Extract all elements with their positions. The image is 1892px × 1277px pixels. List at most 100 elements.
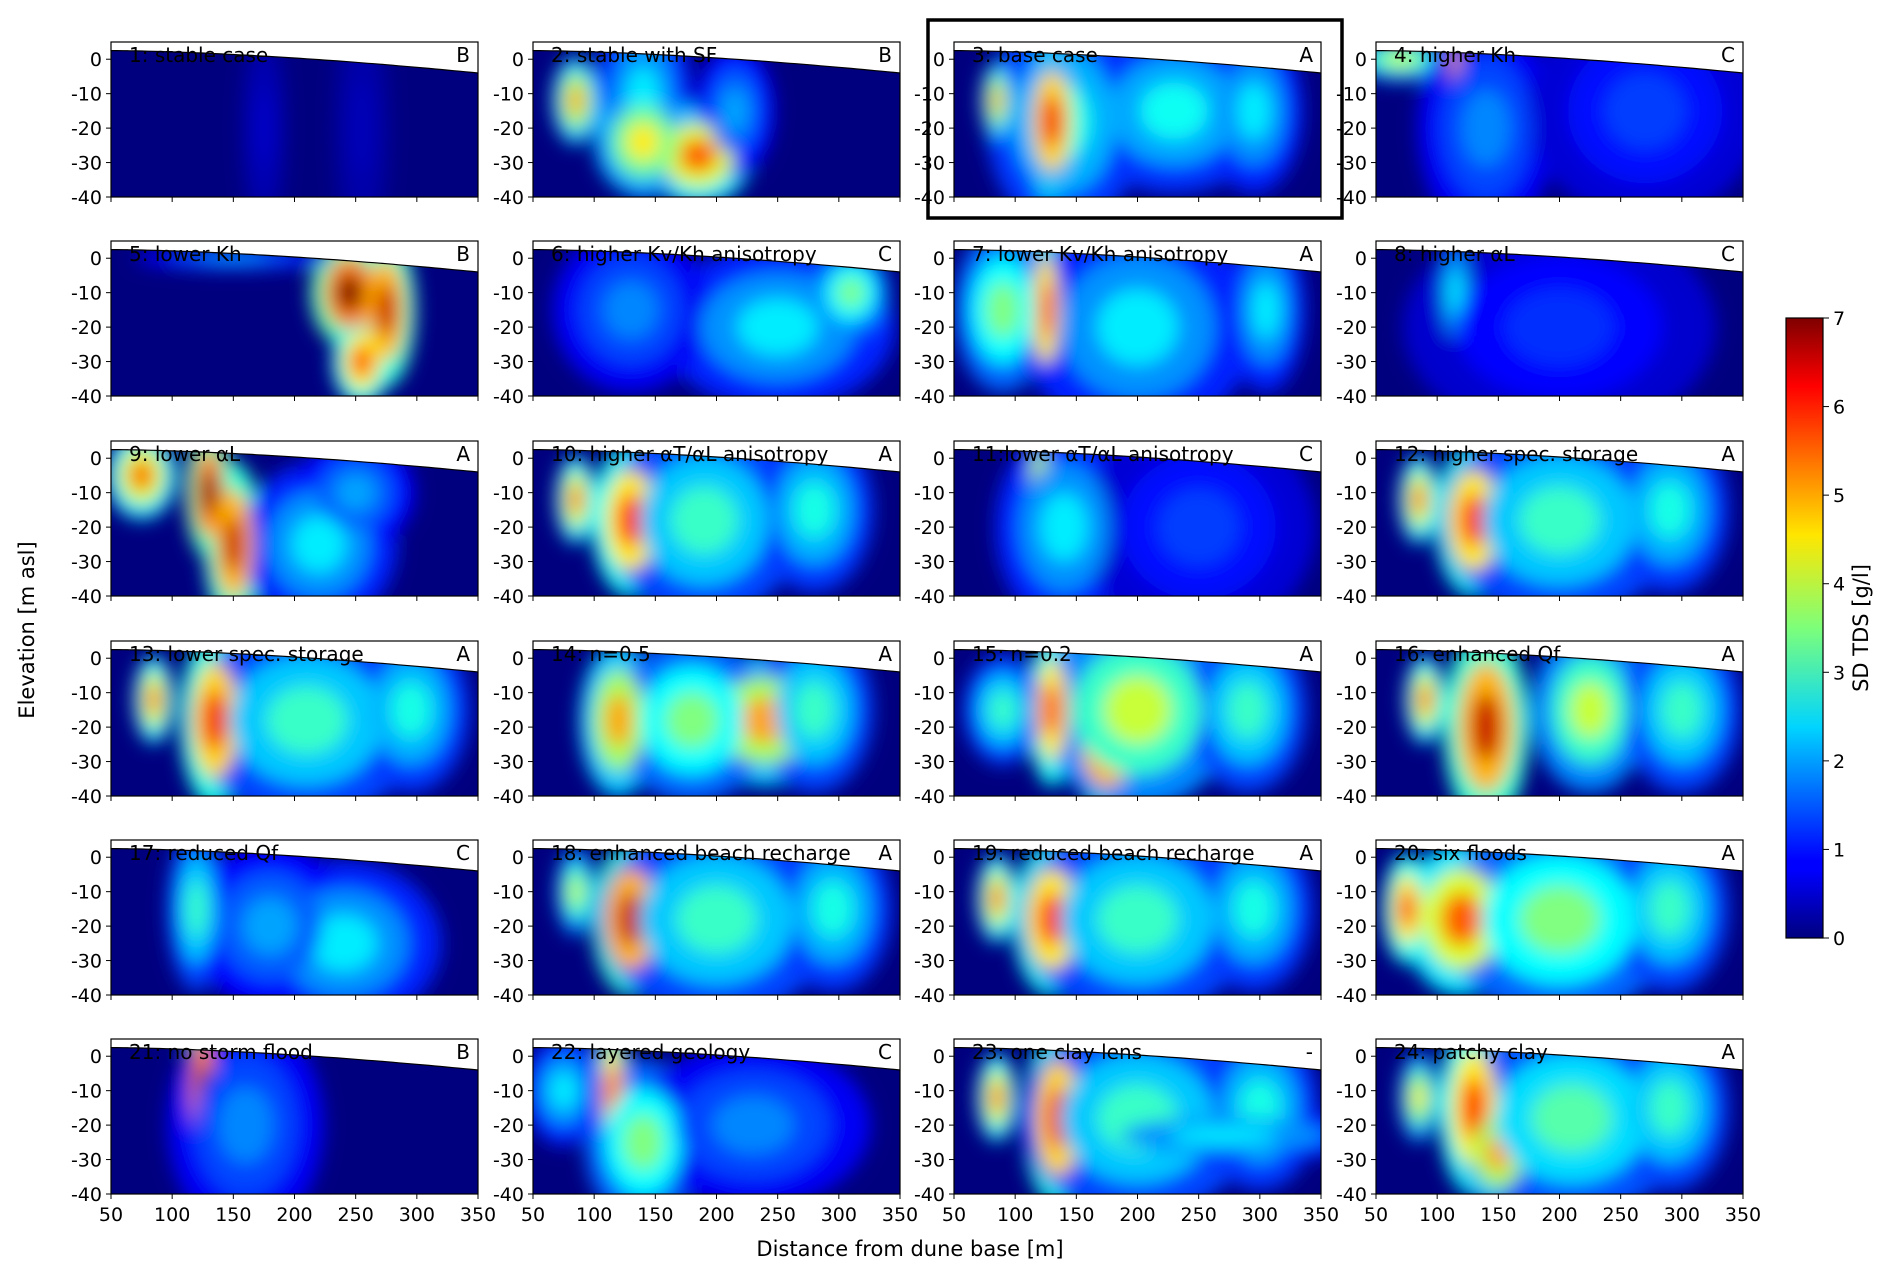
blob-core: [1531, 1084, 1613, 1153]
y-tick-label: -10: [493, 283, 524, 305]
blob-core: [1041, 94, 1062, 148]
y-tick-label: -40: [1336, 1184, 1367, 1206]
panel-7-field: [954, 249, 1321, 396]
y-tick-label: -20: [493, 118, 524, 140]
panel-12-field: [1376, 449, 1743, 596]
y-tick-label: -30: [914, 1150, 945, 1172]
y-tick-label: -20: [493, 317, 524, 339]
y-tick-label: -40: [1336, 985, 1367, 1007]
blob-core: [336, 273, 364, 312]
ground-surface-line: [110, 649, 479, 673]
blob-core: [569, 484, 583, 515]
x-tick-label: 150: [1480, 1204, 1516, 1226]
panel-14: 14: n=0.5 A 0 -10 -20 -30 -40: [493, 640, 901, 808]
x-tick-label: 300: [399, 1204, 435, 1226]
y-tick-label: -20: [914, 916, 945, 938]
y-tick-label: 0: [933, 448, 945, 470]
panel-title: 14: n=0.5: [551, 642, 651, 666]
y-tick-label: -40: [1336, 187, 1367, 209]
panel-18-field: [533, 848, 900, 995]
ground-surface-line: [953, 50, 1322, 74]
panel-class-label: -: [1306, 1040, 1313, 1064]
y-tick-label: 0: [512, 248, 524, 270]
panel-class-label: A: [1721, 642, 1735, 666]
y-tick-label: -20: [493, 916, 524, 938]
blob-core: [266, 686, 348, 755]
blob-core: [679, 138, 717, 173]
panel-3: 3: base case A0-10-20-30-40: [914, 18, 1344, 220]
colorbar-tick-label: 7: [1833, 308, 1845, 330]
y-tick-label: -30: [1336, 951, 1367, 973]
ground-surface-line: [532, 848, 901, 872]
ground-surface-line: [110, 1047, 479, 1071]
ground-surface-line: [1375, 50, 1744, 74]
x-tick-label: 250: [760, 1204, 796, 1226]
ground-surface-line: [953, 249, 1322, 273]
x-tick-label: 100: [1419, 1204, 1455, 1226]
panel-class-label: C: [878, 242, 892, 266]
y-tick-label: 0: [90, 248, 102, 270]
y-tick-label: -30: [1336, 352, 1367, 374]
blob-core: [986, 281, 1020, 339]
y-tick-label: -10: [493, 1081, 524, 1103]
y-tick-label: -30: [914, 552, 945, 574]
x-tick-label: 250: [1603, 1204, 1639, 1226]
blob-core: [1569, 681, 1611, 739]
panel-class-label: A: [456, 642, 470, 666]
y-tick-label: -40: [493, 386, 524, 408]
blob-core: [1233, 880, 1274, 938]
panel-4-field: [1376, 50, 1743, 197]
blob-core: [1158, 489, 1240, 565]
blob-core: [1383, 51, 1418, 67]
y-tick-label: -30: [71, 153, 102, 175]
y-tick-label: -30: [493, 951, 524, 973]
y-tick-label: -40: [71, 187, 102, 209]
blob-core: [376, 283, 397, 337]
y-tick-label: -10: [493, 84, 524, 106]
y-tick-label: 0: [933, 1046, 945, 1068]
blob-core: [1412, 1082, 1426, 1113]
panel-17-field: [111, 848, 478, 995]
blob-core: [199, 254, 267, 263]
x-tick-label: 250: [338, 1204, 374, 1226]
x-tick-label: 200: [276, 1204, 312, 1226]
panel-class-label: C: [1721, 242, 1735, 266]
blob-core: [1461, 1077, 1486, 1139]
x-tick-label: 100: [154, 1204, 190, 1226]
panel-10: 10: higher αT/αL anisotropy A 0 -10 -20 -30 -4…: [493, 440, 901, 608]
y-tick-label: -30: [493, 153, 524, 175]
ground-surface-line: [110, 848, 479, 872]
blob-core: [1043, 683, 1060, 737]
blob-core: [202, 689, 228, 751]
panel-grid: 1: stable case B 0 -10 -20 -30 -40 2: stable wi…: [71, 18, 1761, 1226]
x-tick-label: 350: [1303, 1204, 1339, 1226]
y-tick-label: -10: [1336, 84, 1367, 106]
y-tick-label: -40: [914, 985, 945, 1007]
y-tick-label: 0: [933, 248, 945, 270]
y-tick-label: -20: [1336, 317, 1367, 339]
colorbar-tick-label: 3: [1833, 662, 1845, 684]
y-tick-label: -10: [914, 683, 945, 705]
panel-6: 6: higher Kv/Kh anisotropy C 0 -10 -20 -30 -40: [493, 240, 901, 408]
blob-core: [990, 883, 1004, 914]
blob-core: [1519, 486, 1600, 555]
blob-core: [1398, 889, 1415, 928]
blob-core: [605, 693, 633, 747]
blob-core: [676, 885, 757, 954]
y-tick-label: -20: [1336, 1115, 1367, 1137]
blob-core: [390, 681, 431, 739]
blob-core: [1448, 269, 1463, 316]
y-tick-label: -10: [71, 84, 102, 106]
y-tick-label: -10: [493, 483, 524, 505]
blob-core: [1039, 281, 1053, 339]
y-tick-label: 0: [1355, 448, 1367, 470]
blob-core: [1604, 73, 1686, 149]
panel-class-label: A: [878, 841, 892, 865]
panel-19: 19: reduced beach recharge A 0 -10 -20 -30 -40: [914, 839, 1322, 1007]
y-tick-label: -30: [914, 951, 945, 973]
panel-21-field: [111, 1047, 478, 1194]
colorbar-ticks: 0 1 2 3 4 5 6 7: [1823, 308, 1845, 950]
